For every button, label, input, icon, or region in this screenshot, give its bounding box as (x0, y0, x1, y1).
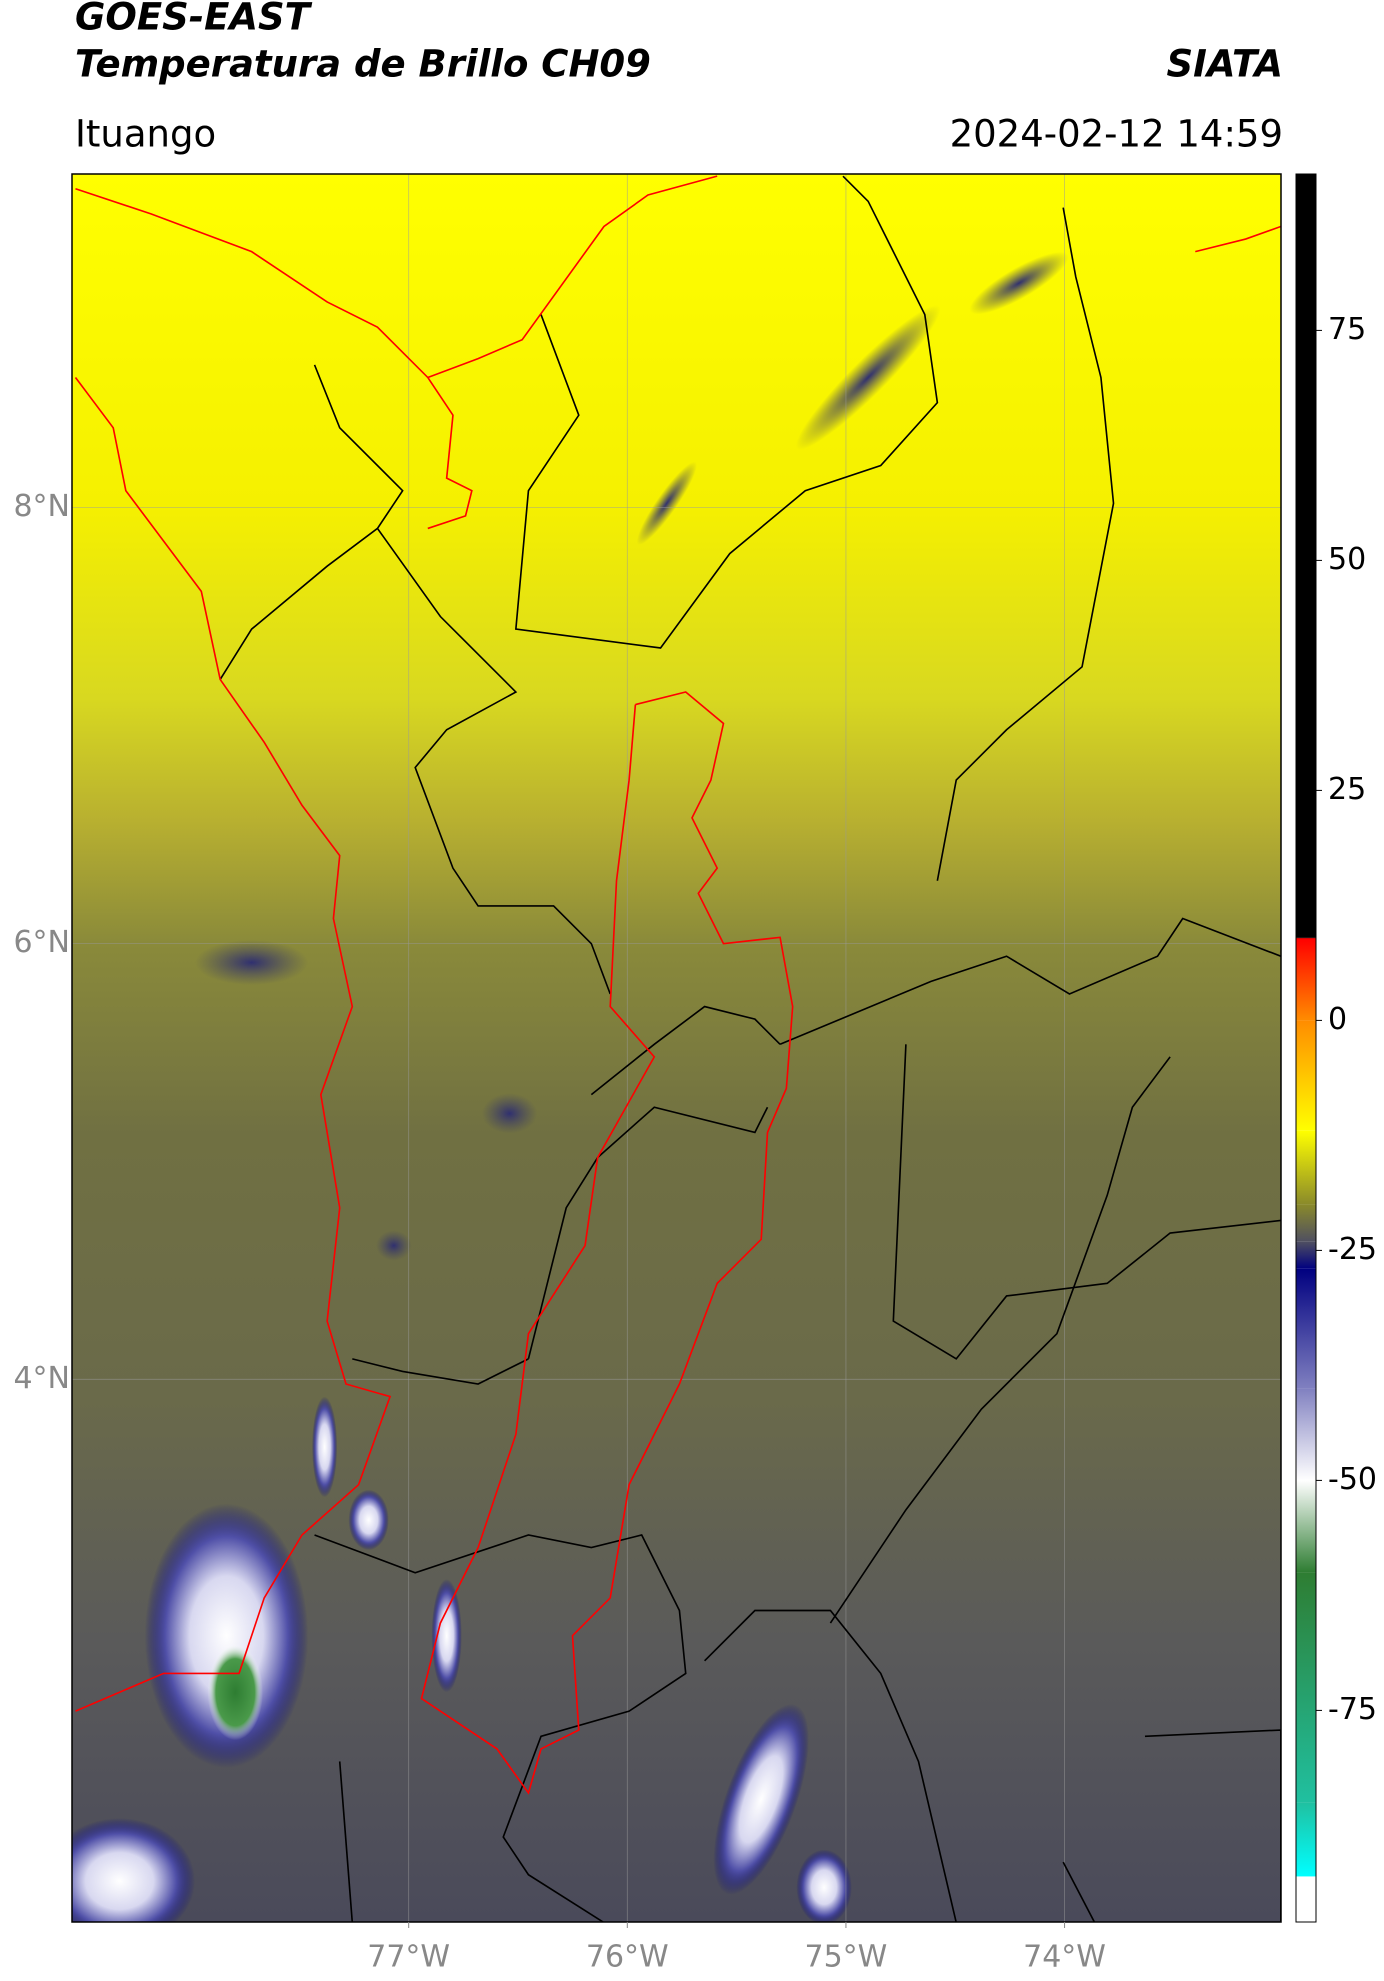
colorbar-tick-label: -50 (1328, 1462, 1377, 1497)
colorbar-segment (1296, 937, 1316, 939)
x-tick-label: 74°W (1023, 1940, 1106, 1975)
colorbar-segment (1296, 174, 1316, 938)
timestamp: 2024-02-12 14:59 (950, 113, 1283, 156)
y-tick-label: 4°N (13, 1361, 70, 1396)
x-tick-label: 76°W (586, 1940, 669, 1975)
y-tick-label: 6°N (13, 925, 70, 960)
y-tick-label: 8°N (13, 489, 70, 524)
colorbar-frame (1295, 173, 1317, 1923)
colorbar-segment (1296, 1204, 1316, 1242)
colorbar-tick-label: 75 (1328, 312, 1366, 347)
colorbar-segment (1296, 1876, 1316, 1922)
colorbar-segment (1296, 1876, 1316, 1877)
map (72, 174, 1281, 1922)
cloud-field (72, 251, 1069, 1922)
x-tick-label: 75°W (805, 1940, 888, 1975)
colorbar-tick-label: 50 (1328, 542, 1366, 577)
map-frame (71, 173, 1282, 1923)
colorbar-tick-label: 0 (1328, 1002, 1347, 1037)
subtitle: Temperatura de Brillo CH09 (75, 43, 651, 86)
colorbar-segment (1296, 1388, 1316, 1481)
title: GOES-EAST (75, 0, 313, 39)
colorbar-tick-label: 25 (1328, 772, 1366, 807)
admin-boundaries (219, 175, 1281, 1922)
colorbar-segment (1296, 1572, 1316, 1803)
x-tick-label: 77°W (367, 1940, 450, 1975)
coast-and-basin (74, 175, 1281, 1795)
colorbar-segment (1296, 1802, 1316, 1876)
region: Ituango (75, 113, 216, 156)
colorbar-segment (1296, 1130, 1316, 1205)
colorbar-tick-label: -75 (1328, 1692, 1377, 1727)
source: SIATA (1166, 43, 1283, 86)
colorbar: 75 50 25 0 -25 -50 -75 (1295, 173, 1377, 1923)
colorbar-segment (1296, 938, 1316, 1021)
colorbar-segment (1296, 1241, 1316, 1269)
colorbar-tick-label: -25 (1328, 1232, 1377, 1267)
colorbar-segment (1296, 1268, 1316, 1389)
colorbar-segment (1296, 1480, 1316, 1573)
colorbar-segment (1296, 1020, 1316, 1131)
